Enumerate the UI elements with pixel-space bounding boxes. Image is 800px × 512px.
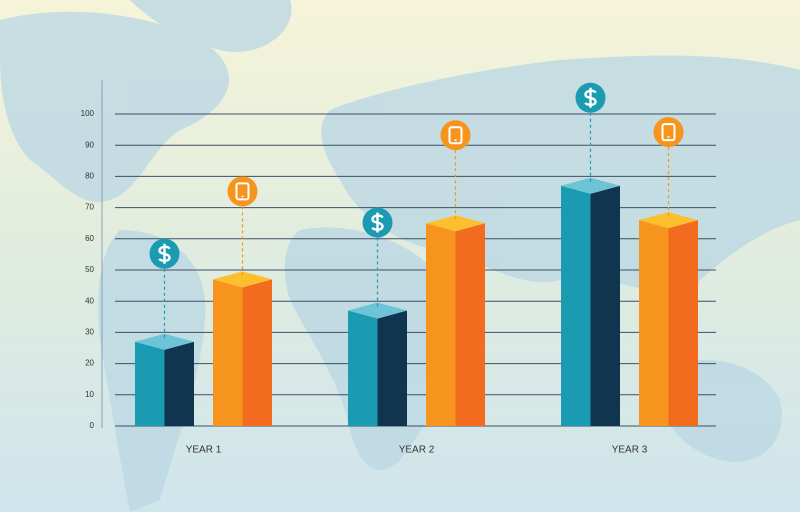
bar-front (561, 185, 591, 426)
bar-front (426, 223, 456, 426)
dollar-icon (584, 87, 597, 108)
dollar-icon (371, 212, 384, 233)
x-tick-label: YEAR 2 (399, 445, 435, 456)
x-tick-label: YEAR 3 (612, 445, 648, 456)
bar-front (213, 279, 243, 426)
bar-top (639, 212, 698, 229)
bar-side (668, 220, 698, 426)
y-tick-label: 70 (85, 203, 94, 212)
y-tick-label: 60 (85, 234, 94, 243)
bar-top (213, 271, 272, 288)
icon-circle (227, 176, 258, 207)
bar-side (242, 279, 272, 426)
bar-top (348, 302, 407, 319)
y-tick-label: 100 (81, 109, 95, 118)
bar-front (639, 220, 669, 426)
bar-top (135, 333, 194, 350)
bar-side (377, 310, 407, 426)
bar-top (426, 215, 485, 232)
bar-front (135, 341, 165, 426)
bar-front (348, 310, 378, 426)
y-tick-label: 40 (85, 296, 94, 305)
bar-side (164, 341, 194, 426)
plot-area: 0 10 20 30 40 50 60 70 80 90 100 YEAR 1 YEAR 2 YEAR 3 (81, 82, 716, 456)
y-tick-label: 10 (85, 390, 94, 399)
y-tick-label: 90 (85, 140, 94, 149)
y-tick-label: 20 (85, 359, 94, 368)
y-tick-label: 0 (90, 421, 95, 430)
bar-side (455, 223, 485, 426)
y-tick-label: 30 (85, 328, 94, 337)
y-tick-label: 80 (85, 172, 94, 181)
y-tick-label: 50 (85, 265, 94, 274)
bar-side (590, 185, 620, 426)
tablet-icon (448, 126, 463, 145)
bar-top (561, 177, 620, 194)
tablet-icon (235, 182, 250, 201)
icon-circle (653, 117, 684, 148)
tablet-icon (661, 123, 676, 142)
icon-circle (440, 120, 471, 151)
x-tick-label: YEAR 1 (186, 445, 222, 456)
dollar-icon (158, 243, 171, 264)
